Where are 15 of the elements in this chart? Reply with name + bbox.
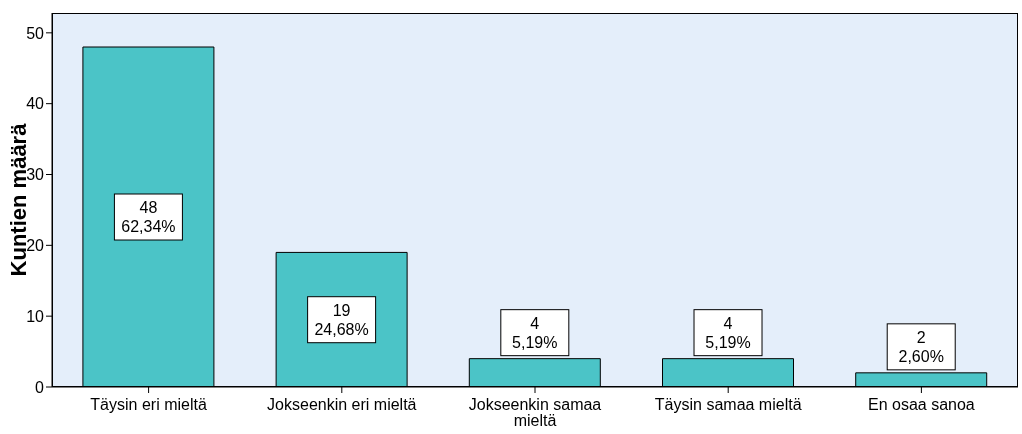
y-tick-label: 10 <box>26 307 45 325</box>
x-tick-label: Jokseenkin samaa mieltä <box>468 396 602 430</box>
x-tick-label: Täysin eri mieltä <box>90 396 207 414</box>
data-label: 19 24,68% <box>314 301 369 338</box>
y-tick-label: 0 <box>35 378 45 396</box>
data-label: 4 5,19% <box>705 314 751 351</box>
data-label: 2 2,60% <box>898 328 944 365</box>
x-tick-label: Täysin samaa mieltä <box>654 396 802 414</box>
x-tick-label: En osaa sanoa <box>868 396 975 414</box>
y-tick-label: 30 <box>26 166 45 184</box>
data-label: 4 5,19% <box>512 314 558 351</box>
y-tick-label: 40 <box>26 95 45 113</box>
x-tick-label: Jokseenkin eri mieltä <box>267 396 417 414</box>
y-tick-label: 50 <box>26 24 45 42</box>
data-label: 48 62,34% <box>121 199 176 235</box>
